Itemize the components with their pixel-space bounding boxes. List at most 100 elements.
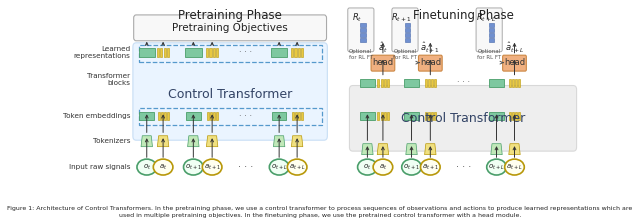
Text: · · ·: · · · <box>456 162 471 172</box>
Bar <box>185 48 202 57</box>
Bar <box>509 78 511 86</box>
Ellipse shape <box>373 159 393 175</box>
Bar <box>387 112 388 120</box>
FancyBboxPatch shape <box>348 8 374 52</box>
Bar <box>489 78 504 86</box>
Bar <box>167 112 169 120</box>
Text: Pretraining Objectives: Pretraining Objectives <box>172 23 288 33</box>
Bar <box>509 112 511 120</box>
Text: Transformer
blocks: Transformer blocks <box>87 73 131 86</box>
Text: $a_{t+1}$: $a_{t+1}$ <box>422 162 439 172</box>
Bar <box>161 48 163 57</box>
Bar <box>298 48 300 57</box>
Text: · · ·: · · · <box>239 48 252 57</box>
Text: Token embeddings: Token embeddings <box>63 113 131 119</box>
Bar <box>209 48 211 57</box>
Bar <box>428 112 430 120</box>
Polygon shape <box>273 136 285 147</box>
FancyBboxPatch shape <box>371 55 395 71</box>
Bar <box>216 48 218 57</box>
Bar <box>360 28 366 32</box>
Bar <box>431 112 433 120</box>
Text: Control Transformer: Control Transformer <box>168 88 292 101</box>
Bar <box>387 78 388 86</box>
Ellipse shape <box>486 159 506 175</box>
Text: $o_t$: $o_t$ <box>143 162 151 172</box>
Bar <box>301 48 303 57</box>
Bar <box>404 112 419 120</box>
Text: Input raw signals: Input raw signals <box>69 164 131 170</box>
Bar <box>157 48 159 57</box>
Bar <box>186 112 201 120</box>
Polygon shape <box>291 136 303 147</box>
Text: Optional
for RL FT: Optional for RL FT <box>393 49 417 60</box>
Bar <box>489 28 495 32</box>
Ellipse shape <box>137 159 157 175</box>
Bar <box>512 78 514 86</box>
Bar <box>360 23 366 27</box>
Text: head: head <box>420 58 441 67</box>
Text: $\hat{a}_t$: $\hat{a}_t$ <box>378 41 388 55</box>
FancyBboxPatch shape <box>134 15 326 41</box>
Text: $a_t$: $a_t$ <box>159 162 167 172</box>
Bar <box>161 112 163 120</box>
Text: Tokenizers: Tokenizers <box>93 138 131 144</box>
Text: Control Transformer: Control Transformer <box>401 112 525 125</box>
Polygon shape <box>509 144 520 155</box>
Bar <box>164 48 166 57</box>
Text: $a_{t+1}$: $a_{t+1}$ <box>204 162 221 172</box>
Bar <box>294 112 297 120</box>
Text: $R_{t+L}$: $R_{t+L}$ <box>476 12 496 24</box>
Ellipse shape <box>402 159 421 175</box>
FancyBboxPatch shape <box>133 43 327 140</box>
Bar <box>512 112 514 120</box>
Bar <box>210 112 212 120</box>
Text: $o_{t+L}$: $o_{t+L}$ <box>488 162 505 172</box>
Bar <box>428 78 430 86</box>
FancyBboxPatch shape <box>349 86 577 151</box>
Bar <box>360 33 366 37</box>
Bar <box>206 48 208 57</box>
Text: head: head <box>372 58 394 67</box>
Bar <box>515 112 517 120</box>
Polygon shape <box>362 144 373 155</box>
Bar <box>298 112 300 120</box>
Bar <box>378 112 380 120</box>
Bar <box>489 38 495 42</box>
Ellipse shape <box>202 159 222 175</box>
Bar <box>139 45 322 62</box>
FancyBboxPatch shape <box>419 55 442 71</box>
Bar <box>383 112 386 120</box>
Text: $\hat{a}_{t+1}$: $\hat{a}_{t+1}$ <box>420 41 440 55</box>
Bar <box>489 33 495 37</box>
Bar <box>489 23 495 27</box>
Bar <box>291 48 293 57</box>
Bar <box>139 108 322 125</box>
Bar <box>383 78 386 86</box>
Text: $a_{t+L}$: $a_{t+L}$ <box>289 162 305 172</box>
Bar <box>207 112 209 120</box>
Text: $o_t$: $o_t$ <box>364 162 372 172</box>
Text: · · ·: · · · <box>238 162 253 172</box>
Polygon shape <box>207 136 218 147</box>
Polygon shape <box>377 144 388 155</box>
Bar <box>294 48 296 57</box>
Bar <box>213 112 215 120</box>
Bar <box>292 112 294 120</box>
Ellipse shape <box>358 159 377 175</box>
Text: head: head <box>504 58 525 67</box>
Bar <box>518 78 520 86</box>
FancyBboxPatch shape <box>392 8 418 52</box>
Bar <box>216 112 218 120</box>
Ellipse shape <box>505 159 524 175</box>
Polygon shape <box>424 144 436 155</box>
Bar <box>381 78 383 86</box>
Bar <box>434 112 436 120</box>
Bar <box>515 78 517 86</box>
Bar <box>404 28 410 32</box>
Bar <box>404 33 410 37</box>
Ellipse shape <box>287 159 307 175</box>
Bar <box>271 48 287 57</box>
Bar <box>139 48 155 57</box>
Bar <box>301 112 303 120</box>
